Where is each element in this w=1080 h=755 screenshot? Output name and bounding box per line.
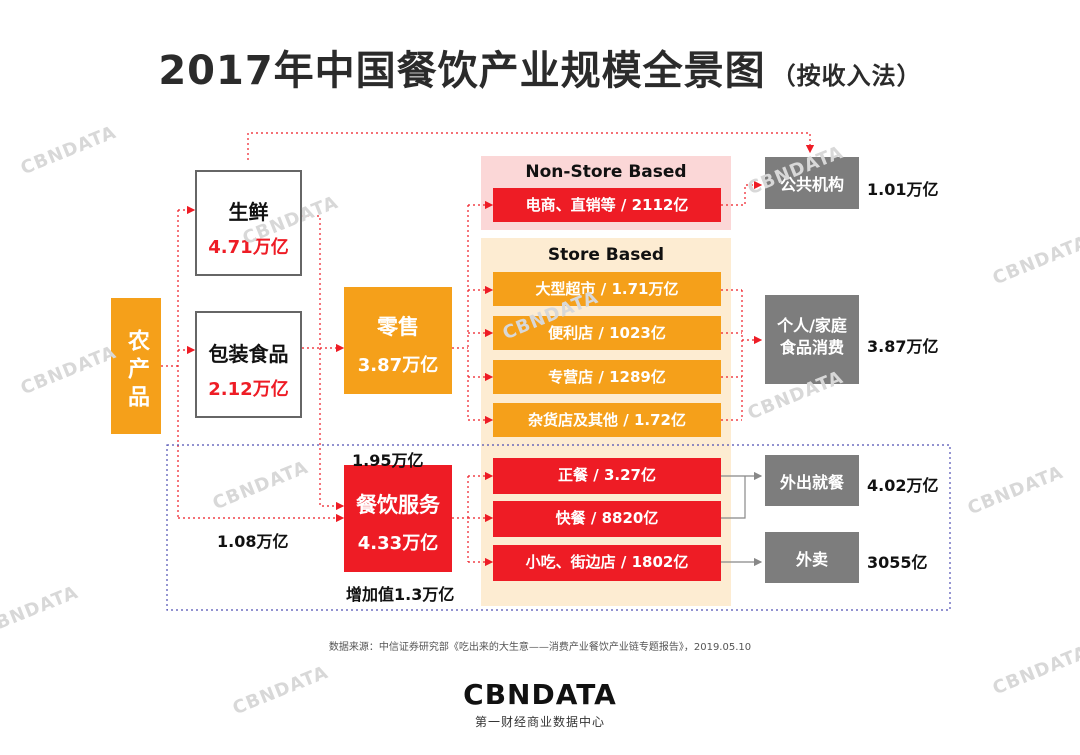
title-subtitle: （按收入法） [771,62,922,90]
source-note: 数据来源：中信证券研究部《吃出来的大生意——消费产业餐饮产业链专题报告》，201… [328,642,752,653]
consumer-household-value: 3.87万亿 [867,337,939,356]
channel-full-service: 正餐 / 3.27亿 [493,458,721,494]
consumer-dine-out: 外出就餐 [765,455,859,506]
retail-value: 3.87万亿 [357,355,439,376]
flow-label-value-added: 增加值1.3万亿 [346,585,455,604]
consumer-household-name: 个人/家庭食品消费 [777,316,847,357]
catering-value: 4.33万亿 [357,533,439,554]
channel-specialty-store: 专营店 / 1289亿 [493,360,721,394]
page-title: 2017年中国餐饮产业规模全景图 （按收入法） [0,38,1080,96]
consumer-household: 个人/家庭食品消费 [765,295,859,384]
channel-grocery-other: 杂货店及其他 / 1.72亿 [493,403,721,437]
channel-grocery-other-label: 杂货店及其他 / 1.72亿 [528,411,686,429]
channel-fast-food: 快餐 / 8820亿 [493,501,721,537]
logo-tagline: 第一财经商业数据中心 [474,715,605,729]
channel-fast-food-label: 快餐 / 8820亿 [555,509,659,527]
consumer-public-institution: 公共机构 [765,157,859,209]
fresh-value: 4.71万亿 [208,237,289,258]
consumer-dine-out-name: 外出就餐 [779,473,844,492]
non-store-title: Non-Store Based [525,162,687,182]
consumer-public-institution-value: 1.01万亿 [867,180,939,199]
agri-products-label: 农产品 [124,329,149,413]
channel-snack-street: 小吃、街边店 / 1802亿 [493,545,721,581]
title-main: 2017年中国餐饮产业规模全景图 [158,48,766,94]
logo-text: CBNDATA [463,678,617,711]
catering-node: 餐饮服务 4.33万亿 [344,465,452,572]
consumer-takeout: 外卖 [765,532,859,583]
cbndata-logo: CBNDATA 第一财经商业数据中心 [440,680,640,730]
consumer-takeout-value: 3055亿 [867,553,928,572]
channel-convenience-store-label: 便利店 / 1023亿 [548,324,666,342]
fresh-node: 生鲜 4.71万亿 [195,170,302,276]
channel-convenience-store: 便利店 / 1023亿 [493,316,721,350]
agri-products-node: 农产品 [111,298,161,434]
consumer-dine-out-value: 4.02万亿 [867,476,939,495]
channel-ecommerce: 电商、直销等 / 2112亿 [493,188,721,222]
flow-label-to-catering: 1.95万亿 [352,451,424,470]
retail-name: 零售 [377,315,419,339]
store-title: Store Based [547,245,665,265]
flow-label-direct: 1.08万亿 [217,532,289,551]
channel-snack-street-label: 小吃、街边店 / 1802亿 [525,553,689,571]
consumer-public-institution-name: 公共机构 [779,175,844,194]
retail-node: 零售 3.87万亿 [344,287,452,394]
fresh-name: 生鲜 [228,200,269,224]
packaged-food-value: 2.12万亿 [208,379,289,400]
channel-hypermarket-label: 大型超市 / 1.71万亿 [535,280,679,298]
packaged-food-node: 包装食品 2.12万亿 [195,311,302,418]
packaged-food-name: 包装食品 [208,342,289,366]
catering-name: 餐饮服务 [356,493,440,517]
channel-hypermarket: 大型超市 / 1.71万亿 [493,272,721,306]
channel-full-service-label: 正餐 / 3.27亿 [558,466,656,484]
channel-specialty-store-label: 专营店 / 1289亿 [548,368,666,386]
channel-ecommerce-label: 电商、直销等 / 2112亿 [525,196,689,214]
consumer-takeout-name: 外卖 [795,550,828,569]
